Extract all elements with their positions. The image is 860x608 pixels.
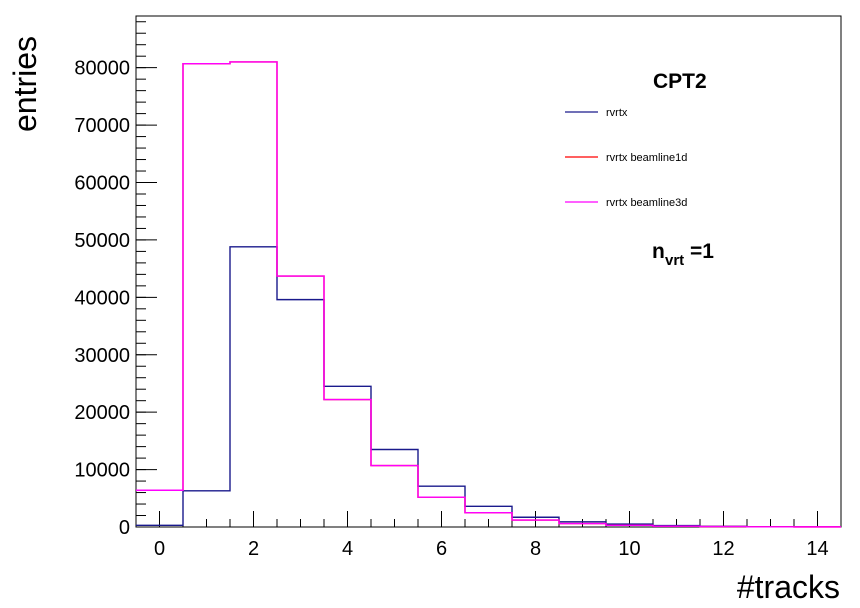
cpt2-label: CPT2	[653, 70, 707, 93]
y-axis-title: entries	[7, 36, 43, 132]
x-tick-label: 14	[806, 538, 828, 560]
y-tick-label: 80000	[74, 58, 130, 80]
series-line-rvrtx-beamline3d	[136, 61, 841, 528]
x-tick-label: 2	[248, 538, 259, 560]
minor-ticks	[135, 21, 842, 528]
x-tick-label: 8	[530, 538, 541, 560]
y-tick-label: 20000	[74, 402, 130, 424]
x-tick-label: 12	[712, 538, 734, 560]
x-tick-label: 6	[436, 538, 447, 560]
x-tick-labels: 0 2 4 6 8 10 12 14	[154, 538, 829, 560]
y-tick-label: 60000	[74, 173, 130, 195]
legend-label-rvrtx: rvrtx	[606, 107, 628, 119]
y-tick-labels: 0 10000 20000 30000 40000 50000 60000 70000 8000…	[74, 58, 130, 539]
y-tick-label: 70000	[74, 115, 130, 137]
nvrt-value: =1	[690, 240, 714, 263]
nvrt-annotation: n vrt =1	[652, 240, 714, 269]
legend: rvrtx rvrtx beamline1d rvrtx beamline3d	[565, 107, 687, 209]
major-ticks	[136, 67, 818, 528]
legend-label-rvrtx-beamline3d: rvrtx beamline3d	[606, 197, 687, 209]
series-line-rvrtx	[136, 246, 841, 528]
x-axis-title: #tracks	[737, 569, 840, 605]
nvrt-subscript: vrt	[665, 252, 684, 269]
series-line-rvrtx-beamline1d	[136, 61, 841, 528]
x-tick-label: 0	[154, 538, 165, 560]
y-tick-label: 40000	[74, 287, 130, 309]
series-group	[136, 61, 841, 528]
nvrt-base: n	[652, 240, 665, 263]
plot-frame	[135, 15, 842, 528]
legend-label-rvrtx-beamline1d: rvrtx beamline1d	[606, 152, 687, 164]
y-tick-label: 0	[119, 517, 130, 539]
x-tick-label: 10	[618, 538, 640, 560]
y-tick-label: 50000	[74, 230, 130, 252]
x-tick-label: 4	[342, 538, 353, 560]
y-tick-label: 30000	[74, 345, 130, 367]
y-tick-label: 10000	[74, 460, 130, 482]
